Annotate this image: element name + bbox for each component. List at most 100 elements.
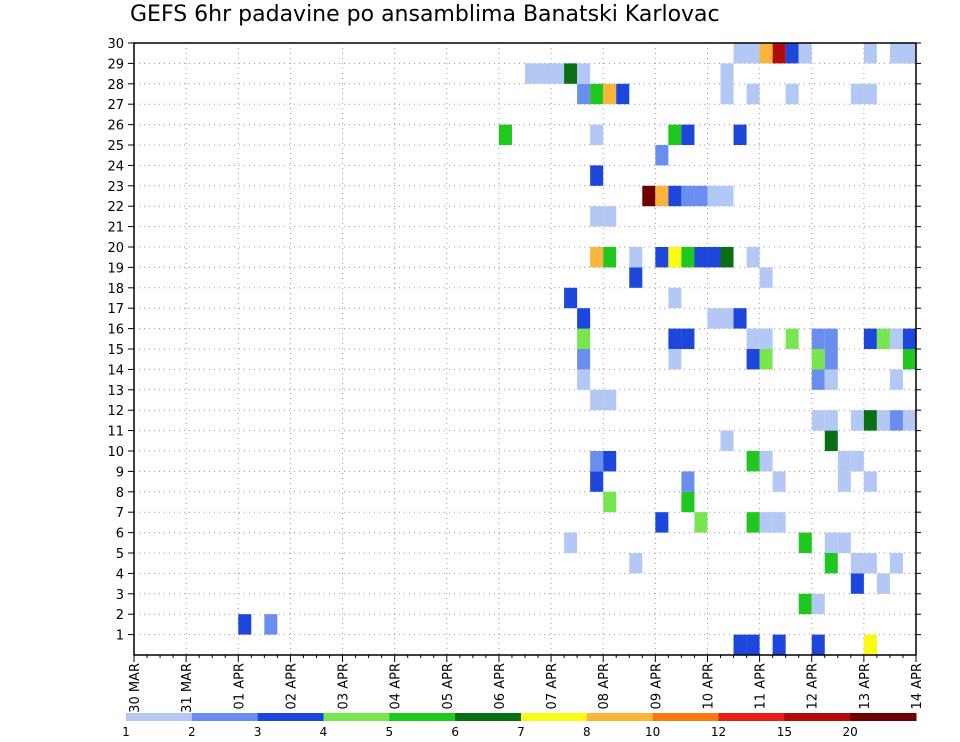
precip-cell <box>694 247 708 268</box>
precip-cell <box>720 430 734 451</box>
precip-cell <box>629 267 643 288</box>
colorbar-swatch <box>257 713 324 721</box>
precip-cell <box>577 63 591 84</box>
precip-cell <box>824 410 838 431</box>
y-tick-label: 5 <box>116 547 124 562</box>
x-tick-label: 03 APR <box>337 663 352 709</box>
x-tick-label: 11 APR <box>754 663 769 709</box>
precip-cell <box>902 410 916 431</box>
colorbar-label: 6 <box>451 725 459 739</box>
precip-cell <box>694 185 708 207</box>
y-tick-label: 28 <box>107 78 124 93</box>
precip-cell <box>837 471 851 492</box>
precip-cell <box>590 247 604 268</box>
precip-cell <box>746 43 760 64</box>
precip-cell <box>577 328 591 349</box>
precip-cell <box>824 328 838 349</box>
precip-cell <box>590 165 604 186</box>
precip-cell <box>590 451 604 472</box>
precip-cell <box>616 83 630 105</box>
precip-cell <box>746 247 760 268</box>
precip-cell <box>902 328 916 349</box>
precip-cell <box>655 185 669 207</box>
y-tick-label: 21 <box>107 221 124 236</box>
x-tick-label: 02 APR <box>284 663 299 709</box>
precip-cell <box>525 63 539 84</box>
precip-cell <box>759 451 773 472</box>
precip-cell <box>603 491 617 513</box>
precip-cell <box>681 124 695 145</box>
x-tick-label: 04 APR <box>389 663 404 709</box>
colorbar-label: 20 <box>843 725 858 739</box>
colorbar-label: 8 <box>583 725 591 739</box>
colorbar-label: 1 <box>122 725 130 739</box>
colorbar-label: 10 <box>645 725 660 739</box>
y-tick-label: 9 <box>116 465 124 480</box>
precip-cell <box>707 185 721 207</box>
colorbar-swatch <box>521 713 588 721</box>
x-tick-label: 05 APR <box>441 663 456 709</box>
precip-cell <box>785 43 799 64</box>
precip-cell <box>551 63 565 84</box>
precip-cell <box>603 389 617 411</box>
precip-cell <box>238 614 252 635</box>
precip-cell <box>759 512 773 533</box>
precip-cell <box>577 83 591 105</box>
precip-cell <box>798 532 812 553</box>
precip-cell <box>902 43 916 64</box>
precip-cell <box>681 247 695 268</box>
y-tick-label: 3 <box>116 588 124 603</box>
precip-cell <box>733 124 747 145</box>
colorbar-swatch <box>850 713 917 721</box>
precip-cell <box>668 124 682 145</box>
precip-cell <box>642 185 656 207</box>
x-tick-label: 06 APR <box>493 663 508 709</box>
y-tick-label: 1 <box>116 629 124 644</box>
y-tick-label: 11 <box>107 425 124 440</box>
precip-cell <box>655 512 669 533</box>
precip-cell <box>837 451 851 472</box>
precip-cell <box>889 369 903 390</box>
precip-cell <box>564 63 578 84</box>
precip-cell <box>746 349 760 370</box>
x-tick-label: 30 MAR <box>128 663 143 713</box>
y-tick-label: 16 <box>107 323 124 338</box>
y-tick-label: 20 <box>107 241 124 256</box>
precip-cell <box>681 328 695 349</box>
precip-cell <box>681 491 695 513</box>
y-tick-label: 24 <box>107 159 124 174</box>
precip-cell <box>824 349 838 370</box>
colorbar-label: 4 <box>320 725 328 739</box>
precip-cell <box>863 410 877 431</box>
colorbar-swatch <box>718 713 785 721</box>
colorbar-swatch <box>191 713 259 721</box>
precip-cell <box>876 573 890 594</box>
precip-cell <box>772 471 786 492</box>
precip-cell <box>655 247 669 268</box>
precip-cell <box>720 63 734 84</box>
y-tick-label: 7 <box>116 506 124 521</box>
precip-cell <box>889 328 903 349</box>
precip-cell <box>746 634 760 655</box>
precip-cell <box>759 43 773 64</box>
y-tick-label: 10 <box>107 445 124 460</box>
precip-cell <box>863 43 877 64</box>
colorbar-label: 3 <box>254 725 262 739</box>
x-tick-label: 07 APR <box>545 663 560 709</box>
y-tick-label: 13 <box>107 384 124 399</box>
colorbar-swatch <box>126 713 193 721</box>
precip-cell <box>590 206 604 227</box>
precip-cell <box>733 308 747 329</box>
y-tick-label: 15 <box>107 343 124 358</box>
precip-cell <box>590 83 604 105</box>
precip-cell <box>707 308 721 329</box>
precip-cell <box>837 532 851 553</box>
colorbar-swatch <box>455 713 522 721</box>
precip-cell <box>798 43 812 64</box>
precip-cell <box>538 63 552 84</box>
precip-cell <box>668 328 682 349</box>
precip-cell <box>889 43 903 64</box>
precip-cell <box>603 83 617 105</box>
precip-cell <box>876 410 890 431</box>
